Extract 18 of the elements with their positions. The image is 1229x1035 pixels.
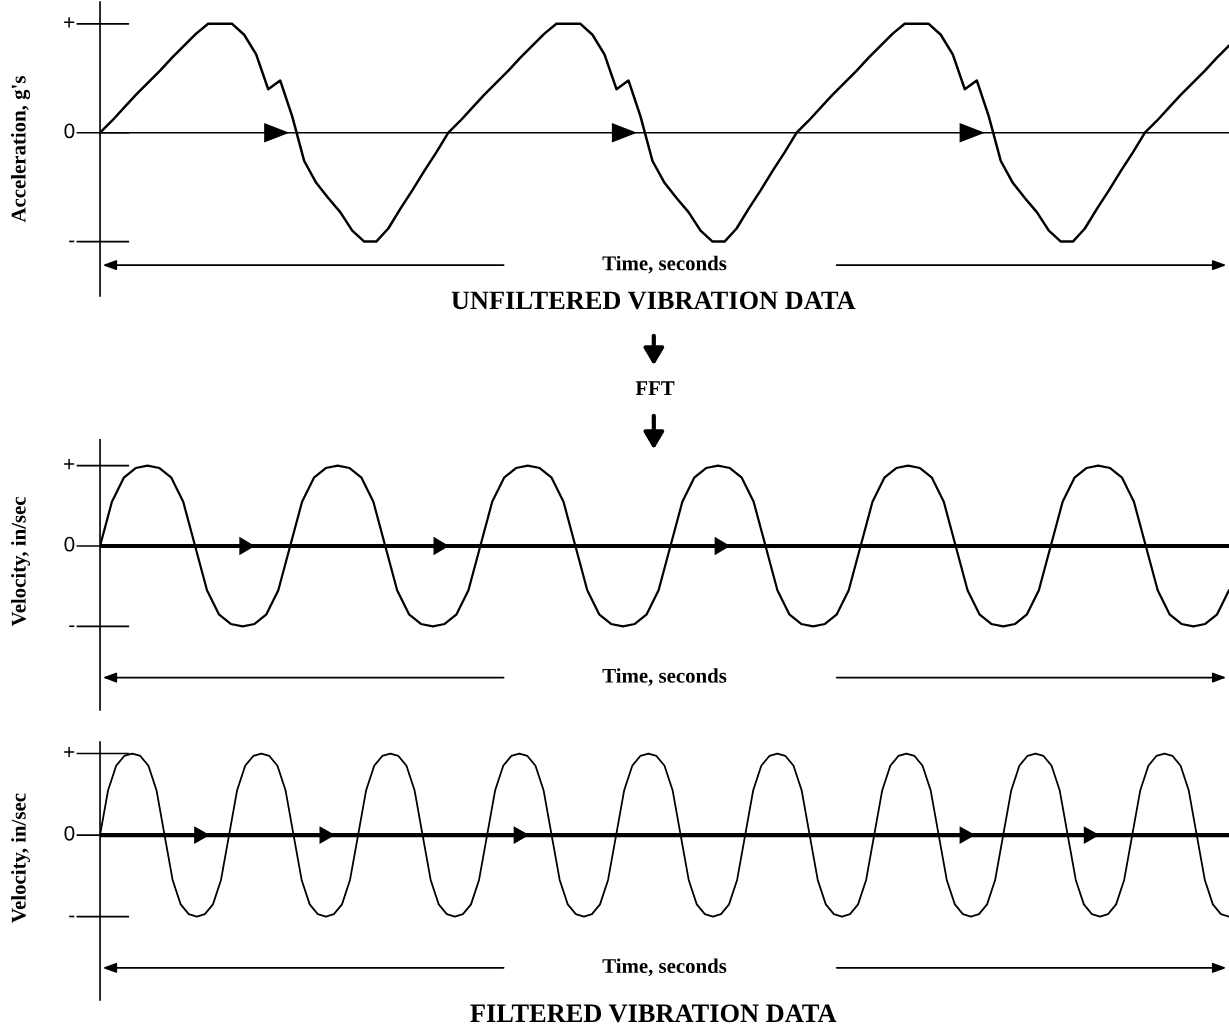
y-axis-title: Acceleration, g's xyxy=(10,76,31,223)
x-axis-title: Time, seconds xyxy=(602,668,727,686)
text: + xyxy=(64,17,75,28)
text: UNFILTERED VIBRATION DATA xyxy=(451,291,856,310)
x-axis-title: Time, seconds xyxy=(602,255,727,274)
y-axis-title: Velocity, in/sec xyxy=(11,793,31,923)
text: 0 xyxy=(64,123,75,139)
text: - xyxy=(69,625,75,628)
text: FFT xyxy=(635,381,675,396)
text: FILTERED VIBRATION DATA xyxy=(470,1004,837,1023)
y-axis-title: Velocity, in/sec xyxy=(11,496,31,627)
text: - xyxy=(69,915,75,918)
x-axis-title: Time, seconds xyxy=(602,958,727,977)
text: 0 xyxy=(64,825,75,841)
text: + xyxy=(64,458,75,470)
text: + xyxy=(64,746,75,758)
text: 0 xyxy=(64,536,75,552)
text: - xyxy=(69,240,75,243)
